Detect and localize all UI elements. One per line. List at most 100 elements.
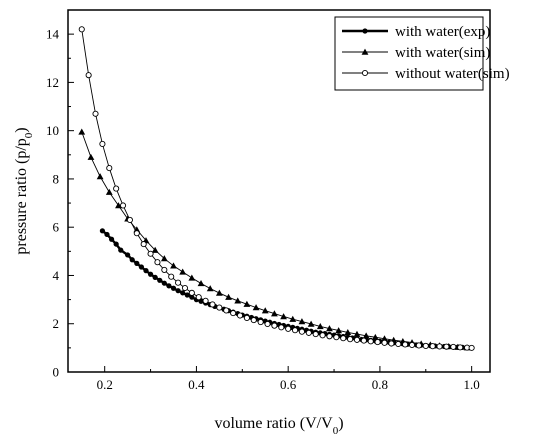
legend: with water(exp) with water(sim) without wa… — [334, 16, 510, 91]
data-point — [326, 325, 333, 332]
data-point — [161, 266, 168, 273]
data-point — [108, 236, 115, 242]
data-point — [289, 315, 297, 322]
data-point — [335, 327, 343, 334]
series-1 — [99, 228, 475, 351]
data-point — [104, 231, 110, 238]
axis-ticks: 0.2 0.4 0.6 0.8 1.0 0 2 4 6 8 10 12 14 — [46, 27, 480, 392]
data-point — [184, 292, 190, 298]
data-point — [189, 294, 195, 300]
series-3 — [78, 26, 475, 351]
x-tick-label: 0.4 — [188, 377, 205, 392]
data-point — [118, 247, 124, 253]
data-point — [415, 342, 422, 349]
data-point — [140, 241, 147, 248]
data-point — [138, 264, 144, 270]
data-point — [202, 297, 209, 304]
legend-item: without water(sim) — [342, 66, 510, 82]
legend-box — [334, 16, 484, 91]
data-point — [223, 307, 230, 314]
data-point — [298, 318, 306, 325]
y-tick-label: 10 — [46, 123, 59, 138]
data-point — [151, 246, 159, 253]
data-point — [381, 335, 388, 342]
data-point — [225, 293, 232, 300]
data-point — [115, 202, 122, 209]
data-point — [152, 274, 158, 280]
data-point — [195, 294, 202, 301]
data-point — [264, 320, 271, 328]
legend-label: with water(exp) — [395, 24, 490, 40]
data-point — [243, 300, 251, 307]
data-point — [353, 330, 361, 337]
data-point — [252, 304, 260, 311]
data-point — [257, 318, 264, 326]
data-point — [134, 260, 140, 266]
data-point — [234, 297, 242, 304]
data-point — [157, 277, 163, 283]
data-point — [333, 334, 340, 341]
y-tick-label: 2 — [53, 316, 60, 331]
data-point — [429, 343, 436, 350]
data-point — [250, 317, 257, 324]
data-point — [422, 342, 429, 349]
data-point — [99, 140, 106, 147]
data-point — [292, 327, 299, 334]
data-point — [99, 228, 106, 234]
data-point — [344, 329, 352, 336]
data-point — [388, 340, 395, 347]
data-point — [371, 333, 379, 340]
data-point — [188, 274, 196, 281]
series-layer — [78, 26, 475, 351]
x-tick-label: 0.8 — [372, 377, 388, 392]
data-point — [457, 344, 464, 351]
data-point — [181, 284, 189, 292]
data-point — [319, 332, 326, 339]
data-point — [236, 312, 244, 319]
data-point — [278, 324, 285, 331]
x-tick-label: 0.6 — [280, 377, 297, 392]
legend-label: without water(sim) — [395, 66, 510, 82]
data-point — [197, 280, 205, 287]
data-point — [87, 153, 95, 160]
data-point — [160, 255, 168, 262]
data-point — [113, 241, 119, 247]
data-point — [243, 314, 250, 321]
data-point — [175, 279, 182, 286]
data-point — [353, 336, 361, 343]
data-point — [170, 285, 177, 291]
data-point — [147, 271, 154, 277]
data-point — [326, 333, 333, 340]
data-point — [305, 329, 312, 336]
data-point — [119, 202, 127, 209]
y-axis-title: pressure ratio (p/p0) — [13, 127, 35, 254]
data-point — [381, 339, 388, 346]
data-point — [402, 341, 409, 348]
data-point — [436, 343, 443, 350]
plot-frame — [67, 9, 491, 373]
data-point — [395, 340, 402, 348]
data-point — [92, 110, 99, 117]
data-point — [85, 72, 92, 79]
data-point — [166, 283, 172, 289]
data-point — [206, 285, 214, 292]
data-point — [209, 301, 216, 308]
data-point — [78, 128, 86, 135]
data-point — [340, 335, 347, 342]
data-point — [307, 320, 315, 327]
y-tick-label: 8 — [53, 171, 60, 186]
data-point — [215, 289, 223, 296]
data-point — [180, 290, 186, 296]
x-tick-label: 1.0 — [464, 377, 480, 392]
data-point — [360, 337, 367, 344]
data-point — [78, 26, 85, 33]
y-tick-label: 6 — [53, 220, 60, 235]
data-point — [143, 268, 149, 274]
legend-item: with water(exp) — [342, 24, 490, 40]
data-point — [175, 288, 181, 294]
data-point — [105, 188, 113, 195]
data-point — [367, 338, 374, 345]
legend-label: with water(sim) — [395, 45, 490, 61]
data-point — [125, 252, 131, 258]
